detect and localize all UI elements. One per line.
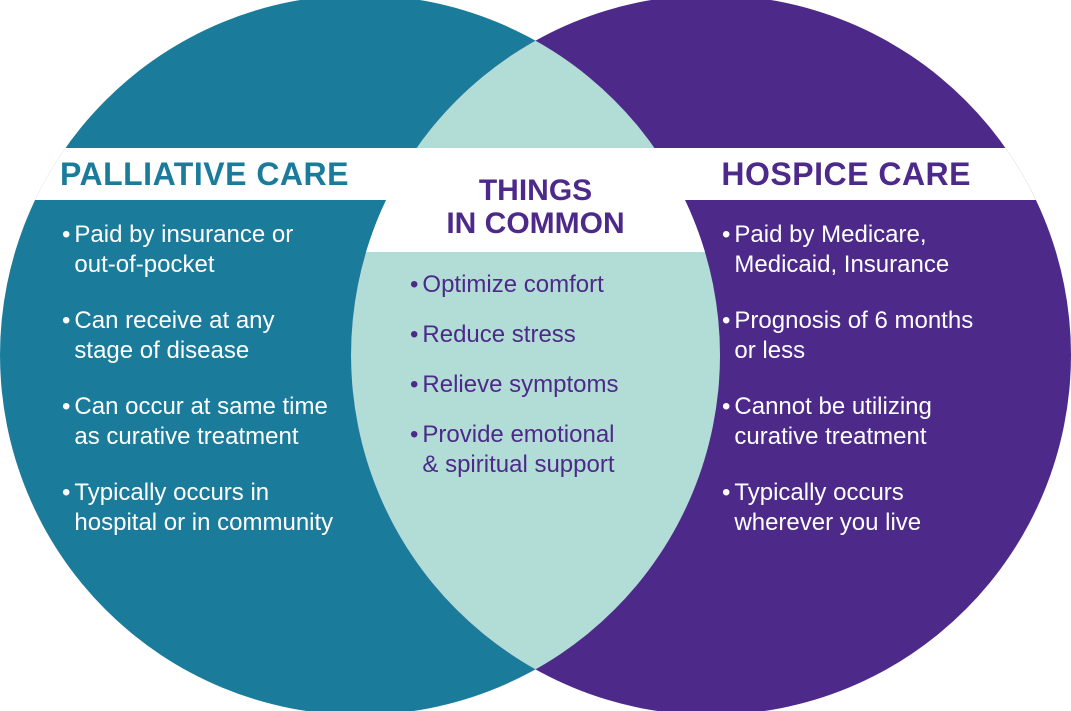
list-item: •Optimize comfort [410,270,660,300]
list-item-text: Cannot be utilizing curative treatment [734,392,1022,452]
list-item: •Paid by Medicare, Medicaid, Insurance [722,220,1022,280]
bullet-icon: • [62,392,70,422]
list-item-text: Can receive at any stage of disease [74,306,372,366]
list-item: •Cannot be utilizing curative treatment [722,392,1022,452]
bullet-icon: • [722,306,730,336]
left-items: •Paid by insurance or out-of-pocket•Can … [62,220,372,538]
list-item: •Provide emotional & spiritual support [410,420,660,480]
bullet-icon: • [410,370,418,400]
bullet-icon: • [410,320,418,350]
bullet-icon: • [722,220,730,250]
list-item: •Typically occurs in hospital or in comm… [62,478,372,538]
list-item: •Prognosis of 6 months or less [722,306,1022,366]
bullet-icon: • [722,478,730,508]
list-item: •Relieve symptoms [410,370,660,400]
list-item-text: Typically occurs wherever you live [734,478,1022,538]
list-item: •Typically occurs wherever you live [722,478,1022,538]
list-item-text: Paid by Medicare, Medicaid, Insurance [734,220,1022,280]
list-item-text: Reduce stress [422,320,660,350]
list-item-text: Typically occurs in hospital or in commu… [74,478,372,538]
list-item-text: Paid by insurance or out-of-pocket [74,220,372,280]
bullet-icon: • [722,392,730,422]
list-item-text: Prognosis of 6 months or less [734,306,1022,366]
list-item-text: Relieve symptoms [422,370,660,400]
list-item: •Reduce stress [410,320,660,350]
list-item: •Can receive at any stage of disease [62,306,372,366]
list-item-text: Can occur at same time as curative treat… [74,392,372,452]
bullet-icon: • [62,220,70,250]
center-items: •Optimize comfort•Reduce stress•Relieve … [410,270,660,480]
bullet-icon: • [62,478,70,508]
venn-diagram: PALLIATIVE CARE HOSPICE CARE THINGS IN C… [0,0,1071,711]
list-item: •Paid by insurance or out-of-pocket [62,220,372,280]
list-item-text: Provide emotional & spiritual support [422,420,660,480]
bullet-icon: • [410,270,418,300]
list-item-text: Optimize comfort [422,270,660,300]
bullet-icon: • [62,306,70,336]
list-item: •Can occur at same time as curative trea… [62,392,372,452]
bullet-icon: • [410,420,418,450]
right-items: •Paid by Medicare, Medicaid, Insurance•P… [722,220,1022,538]
